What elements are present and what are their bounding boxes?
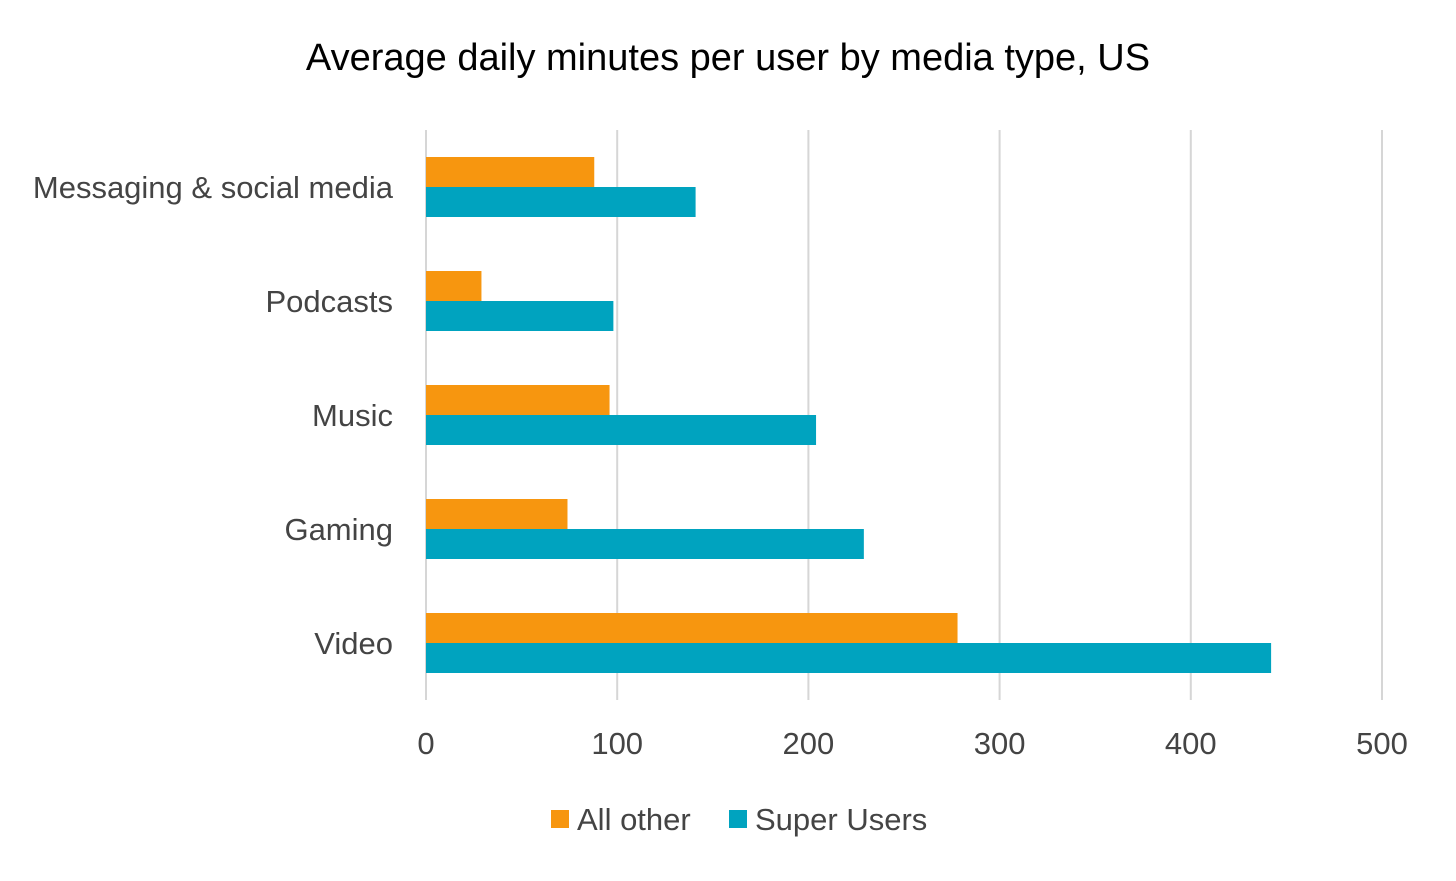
category-label-4: Video (314, 626, 393, 661)
x-tick-label-100: 100 (591, 726, 643, 761)
category-labels: Messaging & social media Podcasts Music Gam… (33, 170, 394, 661)
legend-label-super-users: Super Users (755, 802, 927, 837)
legend-swatch-all-other (551, 810, 569, 828)
x-tick-label-200: 200 (783, 726, 835, 761)
x-tick-label-400: 400 (1165, 726, 1217, 761)
bar-super-users-0 (426, 187, 696, 217)
bars (426, 157, 1272, 673)
bar-super-users-3 (426, 529, 864, 559)
bar-all-other-0 (426, 157, 595, 187)
bar-super-users-1 (426, 301, 614, 331)
legend: All other Super Users (551, 802, 927, 837)
bar-all-other-2 (426, 385, 610, 415)
bar-all-other-4 (426, 613, 958, 643)
x-tick-label-500: 500 (1356, 726, 1408, 761)
category-label-0: Messaging & social media (33, 170, 394, 205)
x-axis-tick-labels: 0 100 200 300 400 500 (417, 726, 1407, 761)
category-label-1: Podcasts (265, 284, 393, 319)
x-tick-label-300: 300 (974, 726, 1026, 761)
legend-swatch-super-users (729, 810, 747, 828)
x-tick-label-0: 0 (417, 726, 434, 761)
category-label-3: Gaming (284, 512, 393, 547)
chart-title: Average daily minutes per user by media … (306, 37, 1150, 79)
bar-super-users-4 (426, 643, 1272, 673)
bar-all-other-1 (426, 271, 482, 301)
bar-super-users-2 (426, 415, 817, 445)
legend-label-all-other: All other (577, 802, 691, 837)
bar-all-other-3 (426, 499, 568, 529)
category-label-2: Music (312, 398, 393, 433)
